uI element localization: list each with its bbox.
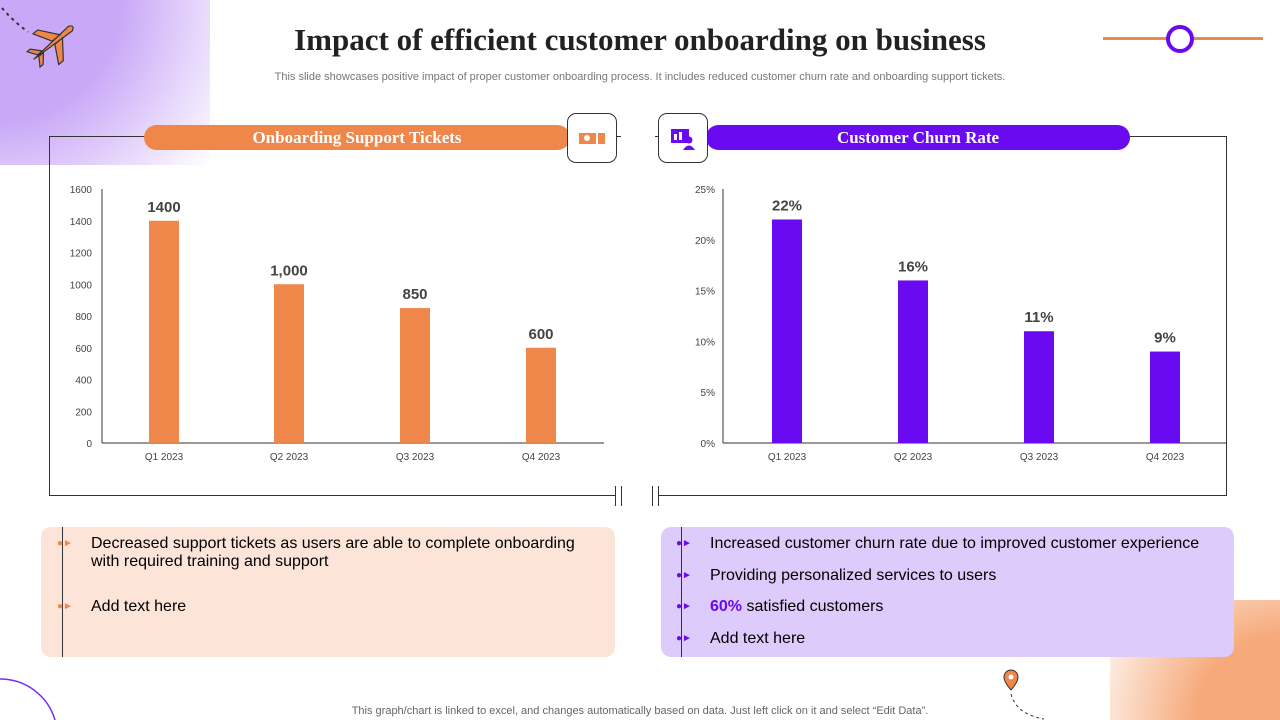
y-tick-label: 1400: [70, 217, 93, 228]
chart-title-churn: Customer Churn Rate: [706, 125, 1130, 150]
decor-circle: [0, 678, 56, 720]
summary-bullet: Add text here: [91, 598, 187, 615]
data-label: 1,000: [270, 262, 308, 279]
footer-note: This graph/chart is linked to excel, and…: [351, 705, 929, 717]
chart-title-tickets: Onboarding Support Tickets: [144, 125, 570, 150]
x-tick-label: Q4 2023: [522, 452, 561, 463]
x-tick-label: Q4 2023: [1146, 452, 1185, 463]
bar-charts: 0 200 400 600 800 1000 1200 1400 1600 1400 Q1 2023…: [70, 185, 1226, 463]
summary-bullet: Decreased support tickets as users are a…: [91, 535, 575, 570]
bar: [149, 220, 179, 443]
airplane-icon: [1, 7, 74, 69]
bar: [274, 284, 304, 443]
divider-mark: [652, 486, 659, 506]
y-tick-label: 400: [75, 376, 92, 387]
y-tick-label: 1600: [70, 185, 93, 196]
bar: [1150, 351, 1180, 443]
page-title: Impact of efficient customer onboarding …: [294, 22, 986, 57]
bullet-arrow-icon: ●►: [57, 601, 73, 612]
data-label: 850: [402, 286, 427, 303]
decor-ring: [1166, 25, 1194, 53]
x-tick-label: Q3 2023: [1020, 452, 1059, 463]
summary-bullet: 60% satisfied customers: [710, 598, 884, 615]
x-tick-label: Q2 2023: [270, 452, 309, 463]
y-tick-label: 10%: [695, 337, 715, 348]
data-label: 1400: [147, 199, 180, 216]
y-tick-label: 25%: [695, 185, 715, 196]
data-label: 16%: [898, 258, 928, 275]
location-pin-icon: [1003, 669, 1045, 720]
y-tick-label: 600: [75, 344, 92, 355]
highlight-value: 60%: [710, 598, 743, 615]
data-label: 11%: [1024, 309, 1053, 326]
y-tick-label: 15%: [695, 287, 715, 298]
x-tick-label: Q2 2023: [894, 452, 933, 463]
right-summary-panel: [661, 527, 1234, 657]
data-label: 600: [528, 326, 553, 343]
x-tick-label: Q1 2023: [768, 452, 807, 463]
left-summary-panel: [41, 527, 615, 657]
data-label: 22%: [772, 197, 802, 214]
y-tick-label: 1000: [70, 280, 93, 291]
x-tick-label: Q3 2023: [396, 452, 435, 463]
bullet-arrow-icon: ●►: [676, 633, 692, 644]
y-tick-label: 1200: [70, 249, 93, 260]
data-label: 9%: [1154, 330, 1176, 347]
y-tick-label: 5%: [701, 388, 716, 399]
summary-bullet: Providing personalized services to users: [710, 567, 997, 584]
bullet-arrow-icon: ●►: [676, 538, 692, 549]
summary-bullet: Increased customer churn rate due to imp…: [710, 535, 1200, 552]
y-tick-label: 20%: [695, 236, 715, 247]
bar: [400, 308, 430, 443]
x-tick-label: Q1 2023: [145, 452, 184, 463]
bullet-arrow-icon: ●►: [676, 570, 692, 581]
summary-bullet: Add text here: [710, 630, 806, 647]
y-tick-label: 0%: [701, 439, 716, 450]
calendar-user-icon: [658, 113, 708, 163]
bar: [772, 219, 802, 443]
bar: [898, 280, 928, 443]
divider-mark: [615, 486, 622, 506]
bar: [526, 347, 556, 443]
y-tick-label: 0: [86, 439, 92, 450]
y-tick-label: 800: [75, 312, 92, 323]
bullet-arrow-icon: ●►: [676, 601, 692, 612]
y-tick-label: 200: [75, 407, 92, 418]
bar: [1024, 331, 1054, 443]
ticket-icon: [567, 113, 617, 163]
bullet-arrow-icon: ●►: [57, 538, 73, 549]
page-subtitle: This slide showcases positive impact of …: [274, 71, 1006, 83]
